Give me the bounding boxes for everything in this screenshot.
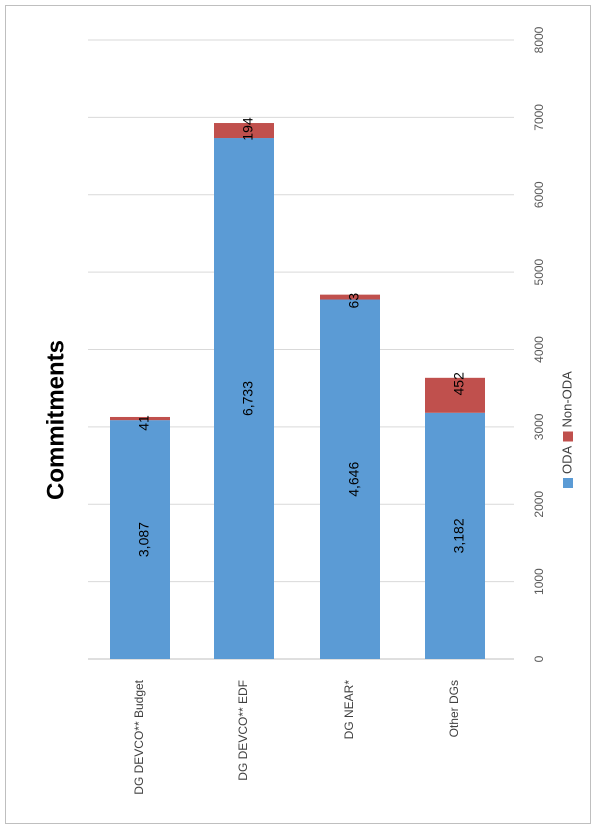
oda-value-label: 3,182 xyxy=(451,518,467,553)
legend-oda-label: ODA xyxy=(559,446,574,475)
value-tick-label: 4000 xyxy=(532,336,546,363)
bars xyxy=(110,123,485,659)
category-label: Other DGs xyxy=(447,680,461,737)
oda-value-label: 6,733 xyxy=(240,381,256,416)
legend-oda-swatch xyxy=(563,478,573,488)
oda-value-label: 4,646 xyxy=(346,462,362,497)
oda-bar xyxy=(320,299,380,659)
non-oda-value-label: 194 xyxy=(240,117,256,141)
category-label: DG NEAR* xyxy=(342,680,356,740)
non-oda-value-label: 41 xyxy=(136,415,152,431)
legend-non-oda-label: Non-ODA xyxy=(559,371,574,428)
category-axis-labels: DG DEVCO** Budget DG DEVCO** EDF DG NEAR* O… xyxy=(132,679,461,794)
value-tick-label: 2000 xyxy=(532,491,546,518)
value-axis-ticks: 0 1000 2000 3000 4000 5000 6000 7000 8000 xyxy=(532,26,546,662)
value-tick-label: 7000 xyxy=(532,104,546,131)
oda-value-label: 3,087 xyxy=(136,522,152,557)
value-tick-label: 0 xyxy=(532,655,546,662)
non-oda-bar xyxy=(110,416,170,421)
oda-bar xyxy=(110,420,170,659)
value-tick-label: 1000 xyxy=(532,568,546,595)
legend: ODA Non-ODA xyxy=(559,371,574,488)
chart-frame xyxy=(5,5,591,824)
oda-bar xyxy=(425,412,485,659)
non-oda-bar xyxy=(214,123,274,139)
non-oda-value-label: 63 xyxy=(346,293,362,309)
non-oda-bar xyxy=(425,377,485,413)
category-label: DG DEVCO** EDF xyxy=(236,680,250,781)
value-tick-label: 3000 xyxy=(532,413,546,440)
category-label: DG DEVCO** Budget xyxy=(132,679,146,794)
legend-non-oda-swatch xyxy=(563,431,573,442)
oda-bar xyxy=(214,138,274,659)
chart-title: Commitments xyxy=(42,340,69,500)
value-tick-label: 8000 xyxy=(532,26,546,53)
non-oda-bar xyxy=(320,294,380,300)
data-labels: 3,087 41 6,733 194 4,646 63 3,182 452 xyxy=(136,117,467,557)
non-oda-value-label: 452 xyxy=(451,372,467,396)
value-tick-label: 6000 xyxy=(532,181,546,208)
value-tick-label: 5000 xyxy=(532,258,546,285)
